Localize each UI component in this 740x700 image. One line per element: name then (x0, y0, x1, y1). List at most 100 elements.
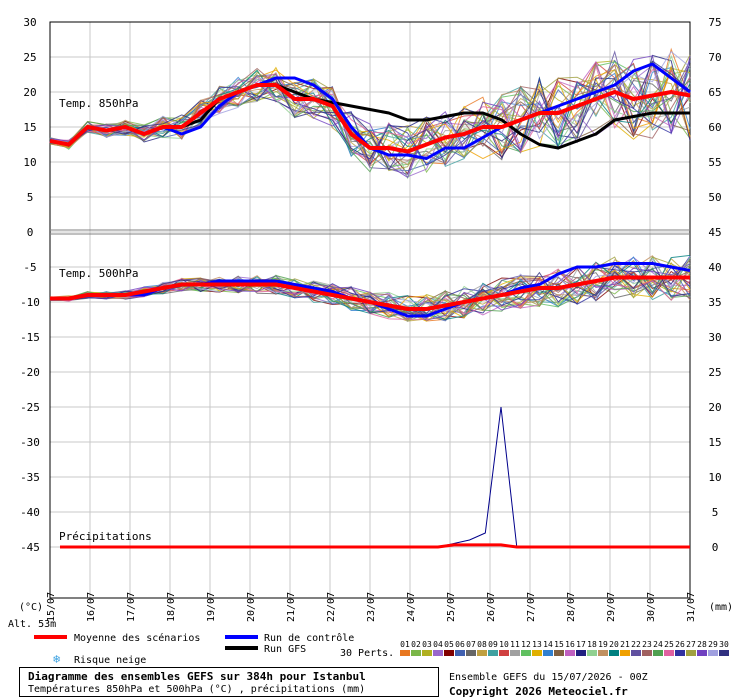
right-tick-label: 15 (708, 436, 721, 449)
pert-legend-label: 08 (477, 640, 487, 649)
right-tick-label: 5 (712, 506, 719, 519)
pert-legend-label: 17 (576, 640, 586, 649)
chart-axes (49, 21, 691, 599)
x-date-label: 26/07 (486, 592, 497, 622)
x-date-label: 29/07 (606, 592, 617, 622)
pert-legend-swatch (620, 650, 630, 656)
pert-color-legend: 01 02 03 04 05 06 07 08 09 10 11 12 13 14 15 16 17 18 19 20… (400, 640, 729, 656)
x-date-label: 27/07 (526, 592, 537, 622)
x-date-label: 18/07 (166, 592, 177, 622)
x-date-label: 17/07 (126, 592, 137, 622)
right-tick-label: 65 (708, 86, 721, 99)
pert-legend-swatch (477, 650, 487, 656)
mean-precip-line (60, 543, 690, 549)
right-tick-label: 20 (708, 401, 721, 414)
left-tick-label: 30 (23, 16, 36, 29)
pert-legend-label: 23 (642, 640, 652, 649)
pert-legend-swatch (576, 650, 586, 656)
pert-legend-label: 07 (466, 640, 476, 649)
legend-snow-label: Risque neige (74, 655, 146, 666)
legend-control-label: Run de contrôle (264, 632, 354, 644)
left-tick-label: -15 (20, 331, 40, 344)
pert-legend-label: 03 (422, 640, 432, 649)
mean-850-line (49, 83, 691, 154)
pert-legend-label: 21 (620, 640, 630, 649)
plot-frame (49, 21, 691, 599)
pert-legend-swatch (510, 650, 520, 656)
pert-850-line (49, 54, 691, 160)
pert-legend-label: 24 (653, 640, 663, 649)
x-date-label: 21/07 (286, 592, 297, 622)
left-tick-label: 0 (27, 226, 34, 239)
t850-label: Temp. 850hPa (59, 97, 138, 110)
pert-legend-swatch (444, 650, 454, 656)
pert-legend-label: 18 (587, 640, 597, 649)
x-date-label: 22/07 (326, 592, 337, 622)
left-tick-label: 5 (27, 191, 34, 204)
left-tick-label: -40 (20, 506, 40, 519)
title-box: Diagramme des ensembles GEFS sur 384h po… (19, 667, 439, 697)
pert-legend-swatch (587, 650, 597, 656)
pert-legend-swatch (543, 650, 553, 656)
pert-legend-label: 13 (532, 640, 542, 649)
pert-legend-swatch (642, 650, 652, 656)
legend-gfs-label: Run GFS (264, 644, 306, 655)
right-tick-label: 25 (708, 366, 721, 379)
pert-legend-label: 28 (697, 640, 707, 649)
pert-legend-swatch (631, 650, 641, 656)
left-tick-label: -20 (20, 366, 40, 379)
left-tick-label: -25 (20, 401, 40, 414)
snowflake-icon: ❄ (53, 652, 60, 666)
x-date-label: 20/07 (246, 592, 257, 622)
right-tick-label: 35 (708, 296, 721, 309)
x-date-label: 28/07 (566, 592, 577, 622)
precip-label: Précipitations (59, 530, 152, 543)
pert-legend-label: 12 (521, 640, 531, 649)
left-tick-label: -35 (20, 471, 40, 484)
pert-legend-swatch (554, 650, 564, 656)
pert-legend-label: 14 (543, 640, 553, 649)
pert-legend-label: 22 (631, 640, 641, 649)
x-date-label: 31/07 (686, 592, 697, 622)
x-date-label: 15/07 (46, 592, 57, 622)
pert-legend-label: 04 (433, 640, 443, 649)
pert-legend-swatch (653, 650, 663, 656)
chart-subtitle: Températures 850hPa et 500hPa (°C) , pré… (28, 684, 366, 695)
left-tick-label: 20 (23, 86, 36, 99)
right-tick-label: 40 (708, 261, 721, 274)
right-tick-label: 30 (708, 331, 721, 344)
right-tick-label: 60 (708, 121, 721, 134)
altitude-label: Alt. 53m (8, 619, 56, 630)
copyright-text: Copyright 2026 Meteociel.fr (449, 685, 628, 698)
chart-title: Diagramme des ensembles GEFS sur 384h po… (28, 670, 366, 683)
right-tick-label: 45 (708, 226, 721, 239)
main-series (49, 62, 691, 549)
pert-850-line (49, 69, 691, 154)
pert-legend-label: 10 (499, 640, 509, 649)
left-tick-label: 15 (23, 121, 36, 134)
left-tick-label: -10 (20, 296, 40, 309)
pert-legend-label: 15 (554, 640, 564, 649)
t500-label: Temp. 500hPa (59, 267, 138, 280)
left-tick-label: 25 (23, 51, 36, 64)
legend-perts-label: 30 Perts. (340, 648, 394, 659)
x-date-label: 24/07 (406, 592, 417, 622)
pert-legend-label: 26 (675, 640, 685, 649)
pert-500-line (49, 260, 691, 316)
pert-legend-swatch (499, 650, 509, 656)
pert-850-line (49, 60, 691, 171)
right-tick-label: 50 (708, 191, 721, 204)
x-date-label: 25/07 (446, 592, 457, 622)
right-tick-label: 55 (708, 156, 721, 169)
x-date-label: 16/07 (86, 592, 97, 622)
pert-legend-label: 16 (565, 640, 575, 649)
pert-legend-label: 02 (411, 640, 421, 649)
pert-legend-swatch (488, 650, 498, 656)
pert-850-line (49, 63, 691, 164)
pert-legend-swatch (609, 650, 619, 656)
pert-legend-swatch (411, 650, 421, 656)
right-tick-label: 0 (712, 541, 719, 554)
pert-legend-swatch (598, 650, 608, 656)
pert-850-line (49, 61, 691, 163)
